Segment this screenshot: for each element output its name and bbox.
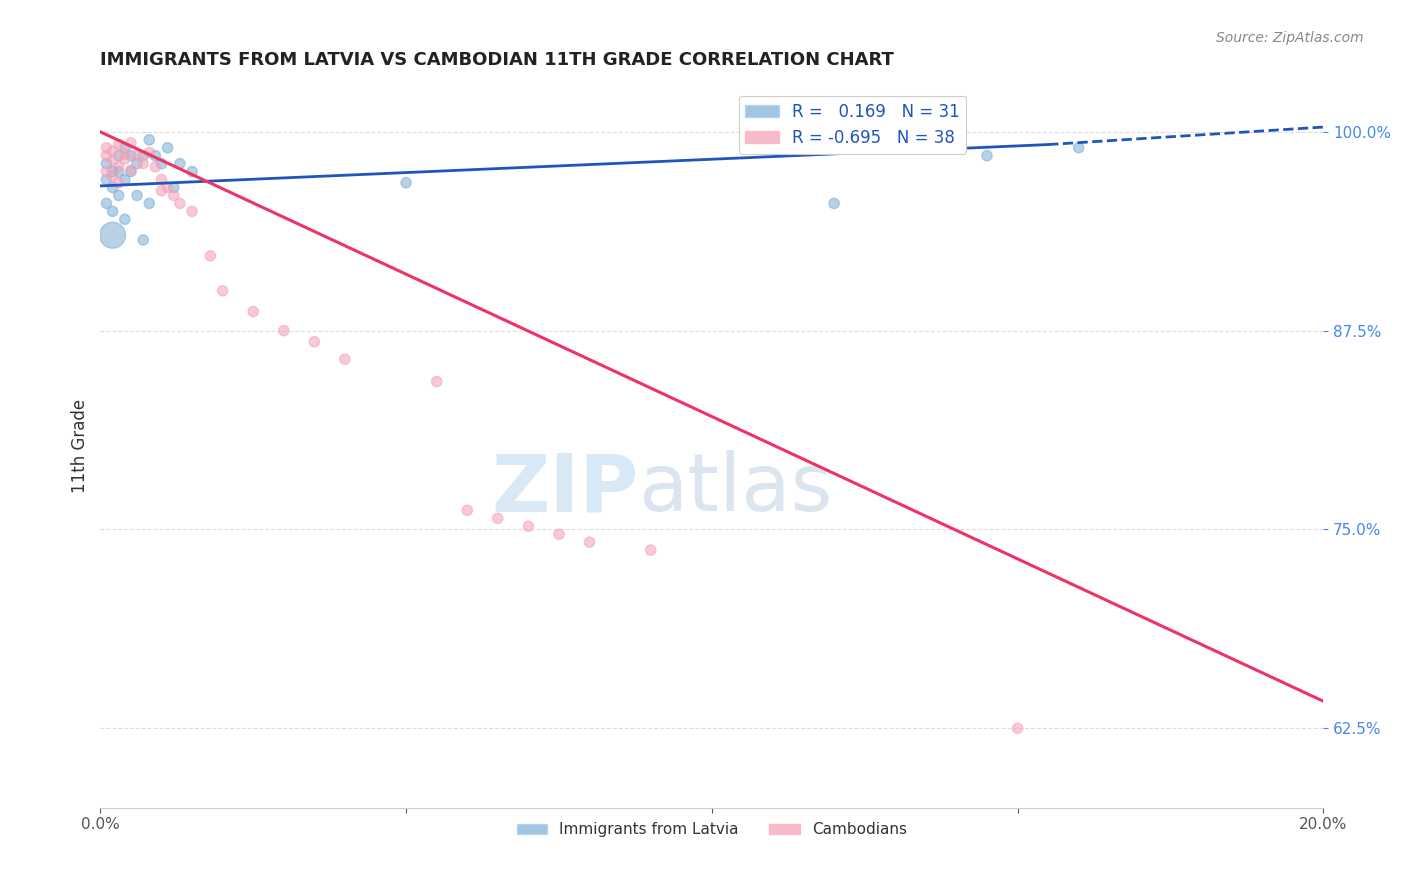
Point: [181, 164, 204, 178]
Point: [107, 188, 129, 202]
Point: [120, 163, 142, 178]
Point: [101, 144, 124, 158]
Point: [96, 164, 118, 178]
Point: [169, 156, 191, 170]
Point: [333, 352, 356, 367]
Point: [101, 180, 124, 194]
Legend: Immigrants from Latvia, Cambodians: Immigrants from Latvia, Cambodians: [510, 816, 914, 844]
Point: [125, 188, 148, 202]
Point: [150, 156, 173, 170]
Point: [273, 324, 295, 338]
Point: [114, 152, 136, 166]
Point: [304, 334, 326, 349]
Point: [125, 156, 148, 170]
Point: [96, 196, 118, 211]
Point: [132, 149, 155, 163]
Point: [101, 169, 124, 184]
Point: [163, 188, 186, 202]
Point: [101, 164, 124, 178]
Point: [884, 136, 907, 150]
Point: [114, 147, 136, 161]
Point: [150, 172, 173, 186]
Point: [138, 196, 160, 211]
Point: [211, 284, 233, 298]
Point: [486, 511, 509, 525]
Point: [114, 172, 136, 186]
Point: [156, 180, 179, 194]
Point: [1067, 141, 1090, 155]
Point: [548, 527, 571, 541]
Point: [107, 137, 129, 152]
Point: [114, 141, 136, 155]
Text: IMMIGRANTS FROM LATVIA VS CAMBODIAN 11TH GRADE CORRELATION CHART: IMMIGRANTS FROM LATVIA VS CAMBODIAN 11TH…: [100, 51, 894, 69]
Point: [138, 133, 160, 147]
Point: [132, 233, 155, 247]
Point: [125, 149, 148, 163]
Point: [456, 503, 478, 517]
Point: [145, 149, 167, 163]
Point: [823, 196, 845, 211]
Point: [114, 212, 136, 227]
Point: [517, 519, 540, 533]
Y-axis label: 11th Grade: 11th Grade: [72, 399, 89, 493]
Point: [132, 156, 155, 170]
Point: [107, 160, 129, 174]
Text: atlas: atlas: [638, 450, 832, 528]
Point: [976, 149, 998, 163]
Point: [181, 204, 204, 219]
Text: Source: ZipAtlas.com: Source: ZipAtlas.com: [1216, 31, 1364, 45]
Point: [96, 156, 118, 170]
Point: [120, 164, 142, 178]
Point: [107, 149, 129, 163]
Point: [96, 149, 118, 163]
Point: [1007, 721, 1029, 735]
Point: [145, 160, 167, 174]
Point: [101, 153, 124, 168]
Point: [156, 141, 179, 155]
Point: [107, 176, 129, 190]
Point: [200, 249, 222, 263]
Point: [101, 228, 124, 243]
Point: [640, 543, 662, 558]
Point: [96, 141, 118, 155]
Point: [101, 204, 124, 219]
Text: ZIP: ZIP: [491, 450, 638, 528]
Point: [120, 136, 142, 150]
Point: [395, 176, 418, 190]
Point: [163, 180, 186, 194]
Point: [426, 375, 449, 389]
Point: [120, 149, 142, 163]
Point: [107, 164, 129, 178]
Point: [96, 172, 118, 186]
Point: [578, 535, 600, 549]
Point: [138, 145, 160, 160]
Point: [242, 304, 264, 318]
Point: [150, 184, 173, 198]
Point: [169, 196, 191, 211]
